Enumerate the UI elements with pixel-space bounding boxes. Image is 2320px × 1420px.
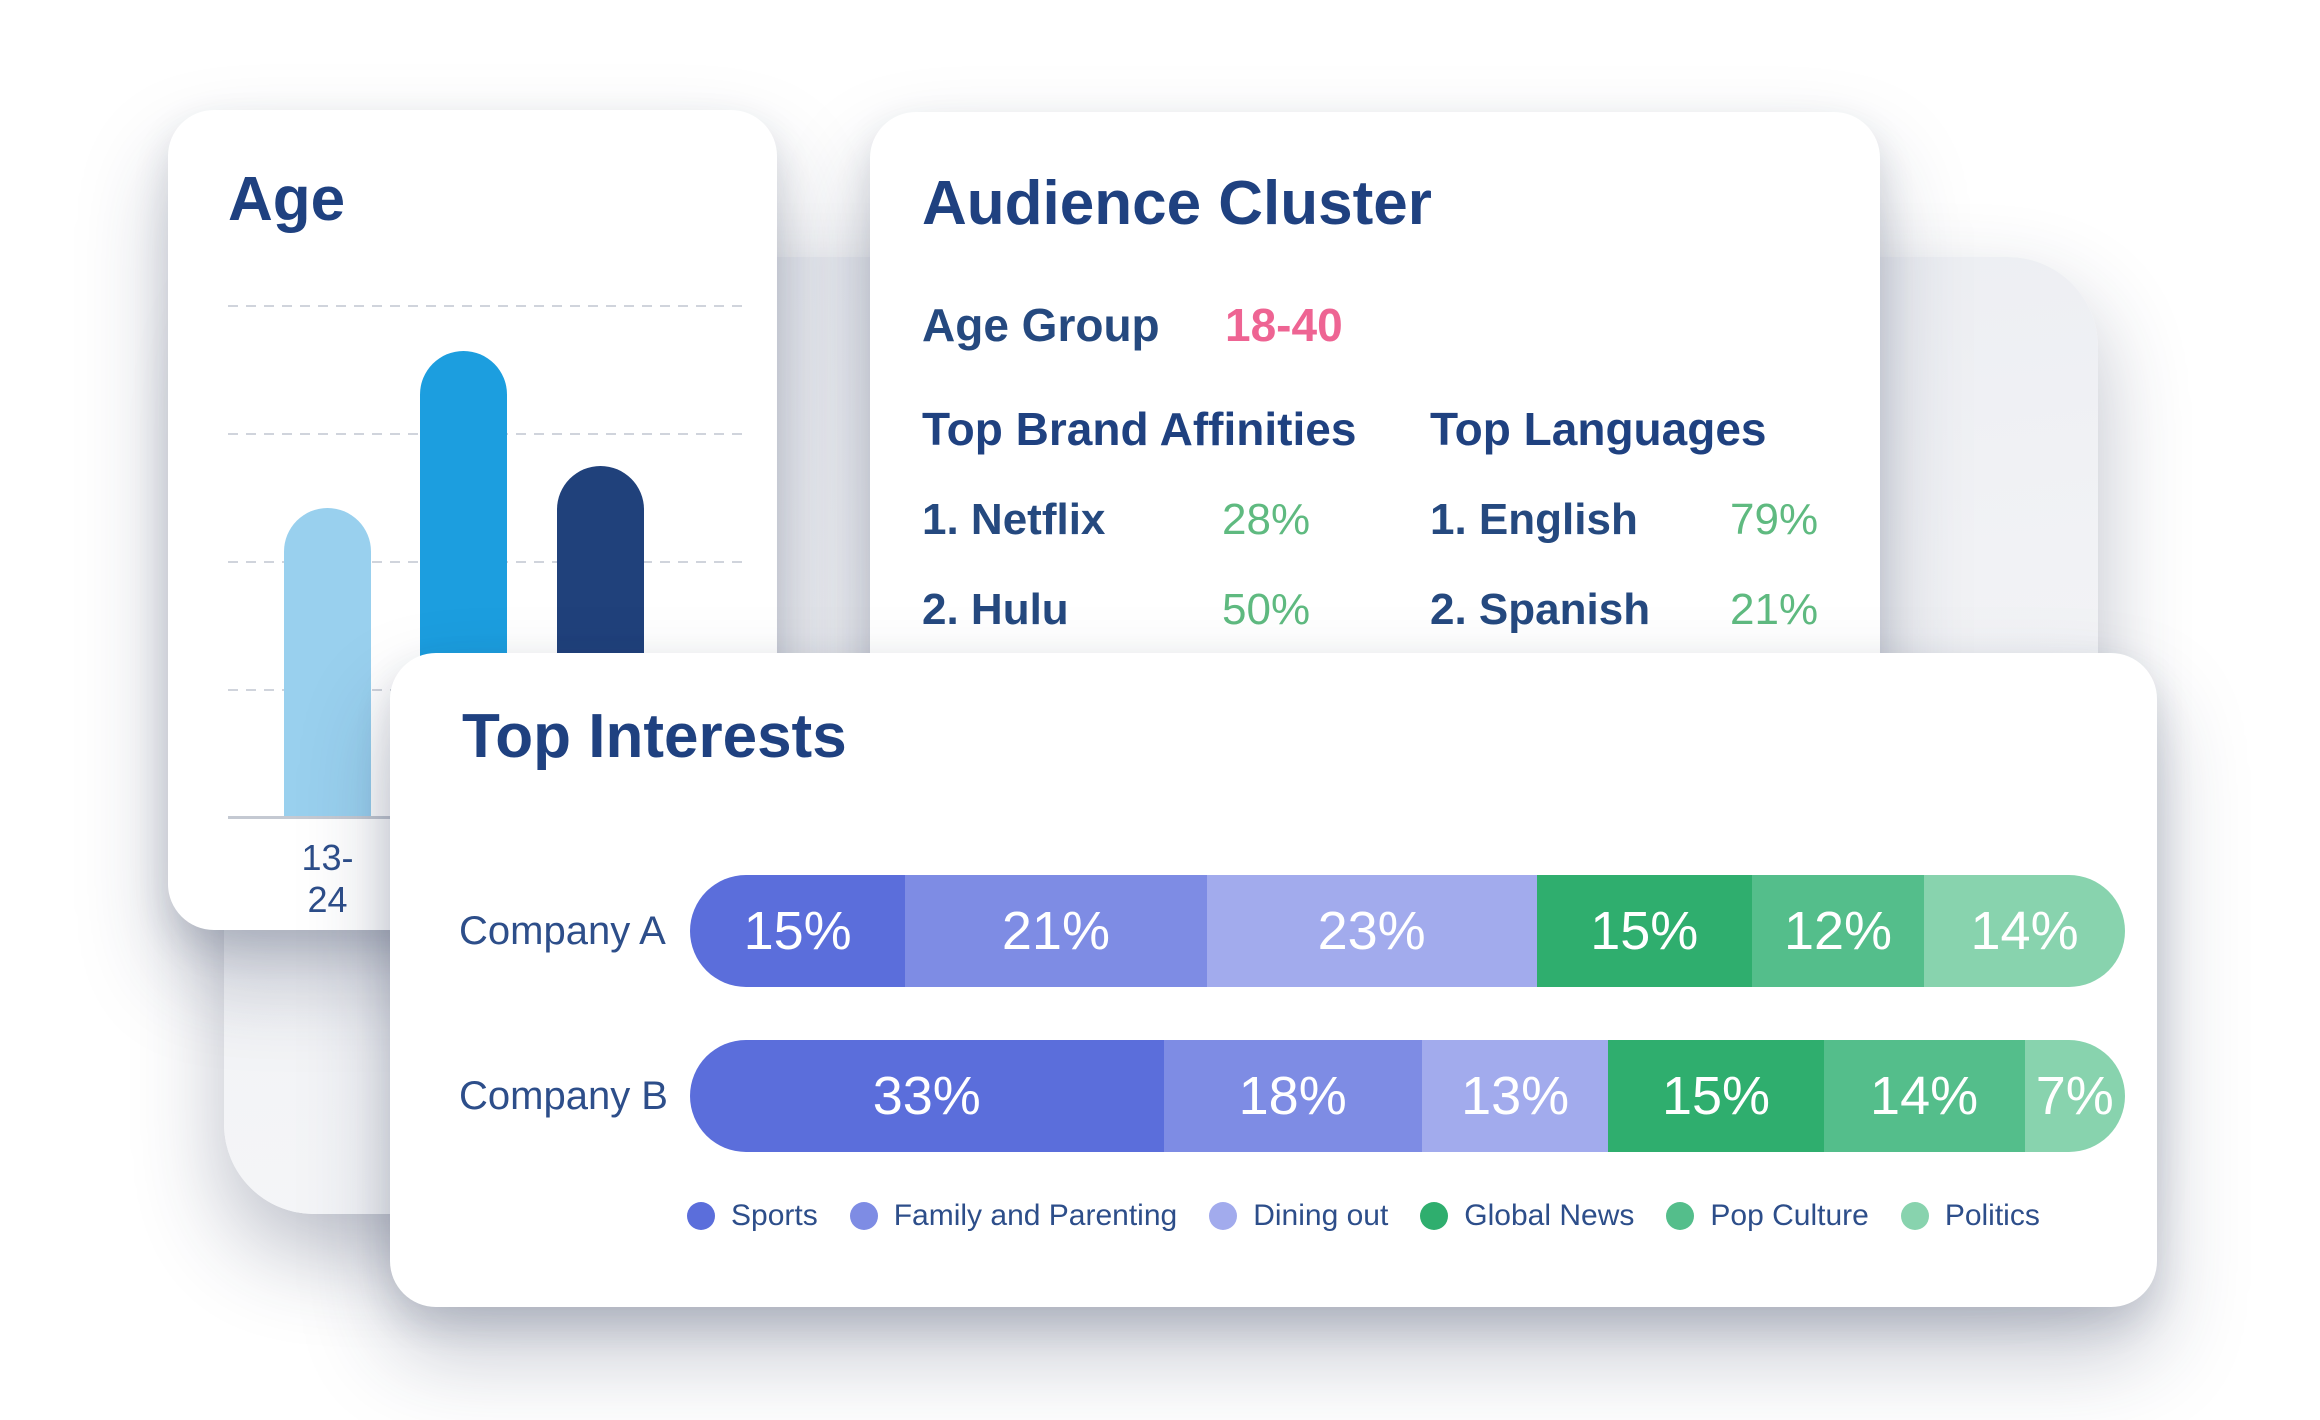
company-label: Company A (459, 908, 666, 953)
legend-item-global-news: Global News (1420, 1199, 1634, 1233)
audience-columns: Top Brand Affinities 1. Netflix 28% 2. Hulu… (922, 402, 1818, 637)
stat-value: 21% (1730, 584, 1819, 634)
family-and-parenting-legend-dot (849, 1202, 878, 1230)
stat-row: 2. Spanish 21% (1430, 584, 1818, 637)
bar-segment-politics: 14% (1924, 875, 2125, 987)
legend-label: Pop Culture (1710, 1199, 1869, 1232)
bar-segment-pop-culture: 12% (1751, 875, 1925, 987)
age-group-value: 18-40 (1225, 299, 1343, 351)
stat-label: 2. Spanish (1430, 584, 1651, 634)
politics-legend-dot (1900, 1202, 1929, 1230)
legend-item-family-and-parenting: Family and Parenting (849, 1199, 1178, 1233)
stat-row: 1. English 79% (1430, 494, 1818, 547)
stat-value: 79% (1730, 495, 1819, 545)
top-interests-title: Top Interests (462, 702, 847, 771)
bar-segment-global-news: 15% (1608, 1040, 1824, 1152)
company-label: Company B (459, 1073, 668, 1118)
global-news-legend-dot (1420, 1202, 1449, 1230)
stacked-bar: 15% 21% 23% 15% 12% 14% (690, 875, 2125, 987)
interest-row: Company A 15% 21% 23% 15% 12% 14% (459, 875, 2125, 987)
audience-cluster-title: Audience Cluster (922, 169, 1432, 238)
gridline (228, 305, 745, 307)
legend-label: Sports (731, 1199, 818, 1232)
bar-segment-global-news: 15% (1536, 875, 1752, 987)
bar-segment-family-and-parenting: 21% (905, 875, 1207, 987)
stat-label: 1. Netflix (922, 495, 1106, 545)
stat-label: 1. English (1430, 495, 1638, 545)
audience-column: Top Languages 1. English 79% 2. Spanish 21% (1430, 402, 1818, 637)
stat-label: 2. Hulu (922, 584, 1069, 634)
stat-row: 1. Netflix 28% (922, 494, 1430, 547)
pop-culture-legend-dot (1666, 1202, 1695, 1230)
interest-row: Company B 33% 18% 13% 15% 14% 7% (459, 1040, 2125, 1152)
age-bar (284, 508, 371, 816)
bar-segment-sports: 15% (690, 875, 906, 987)
legend-item-dining-out: Dining out (1209, 1199, 1388, 1233)
age-card-title: Age (228, 165, 346, 234)
bar-segment-family-and-parenting: 18% (1163, 1040, 1422, 1152)
stat-row: 2. Hulu 50% (922, 584, 1430, 637)
stat-value: 50% (1222, 584, 1311, 634)
legend-item-politics: Politics (1900, 1199, 2040, 1233)
legend-label: Global News (1464, 1199, 1635, 1232)
top-interests-card: Top Interests Company A 15% 21% 23% 15% 12% 14… (390, 653, 2157, 1307)
column-heading: Top Languages (1430, 403, 1767, 455)
bar-segment-dining-out: 23% (1206, 875, 1537, 987)
legend-label: Dining out (1253, 1199, 1389, 1232)
audience-cluster-card: Audience Cluster Age Group 18-40 Top Bra… (870, 112, 1880, 724)
interest-legend: Sports Family and Parenting Dining out Glob… (687, 1199, 2040, 1233)
bar-segment-dining-out: 13% (1421, 1040, 1609, 1152)
age-card: Age 13-24 (168, 110, 777, 930)
sports-legend-dot (687, 1202, 715, 1230)
legend-item-sports: Sports (687, 1199, 818, 1233)
age-group-label: Age Group (922, 299, 1160, 351)
audience-column: Top Brand Affinities 1. Netflix 28% 2. Hulu… (922, 402, 1430, 637)
bar-segment-politics: 7% (2024, 1040, 2125, 1152)
legend-item-pop-culture: Pop Culture (1666, 1199, 1869, 1233)
column-heading: Top Brand Affinities (922, 403, 1357, 455)
age-x-axis-label: 13-24 (301, 837, 354, 920)
stat-value: 28% (1222, 495, 1311, 545)
bar-segment-pop-culture: 14% (1823, 1040, 2025, 1152)
legend-label: Politics (1944, 1199, 2040, 1232)
bar-segment-sports: 33% (690, 1040, 1164, 1152)
dining-out-legend-dot (1209, 1202, 1238, 1230)
age-group-row: Age Group 18-40 (922, 298, 1343, 352)
legend-label: Family and Parenting (893, 1199, 1178, 1232)
stacked-bar: 33% 18% 13% 15% 14% 7% (690, 1040, 2125, 1152)
